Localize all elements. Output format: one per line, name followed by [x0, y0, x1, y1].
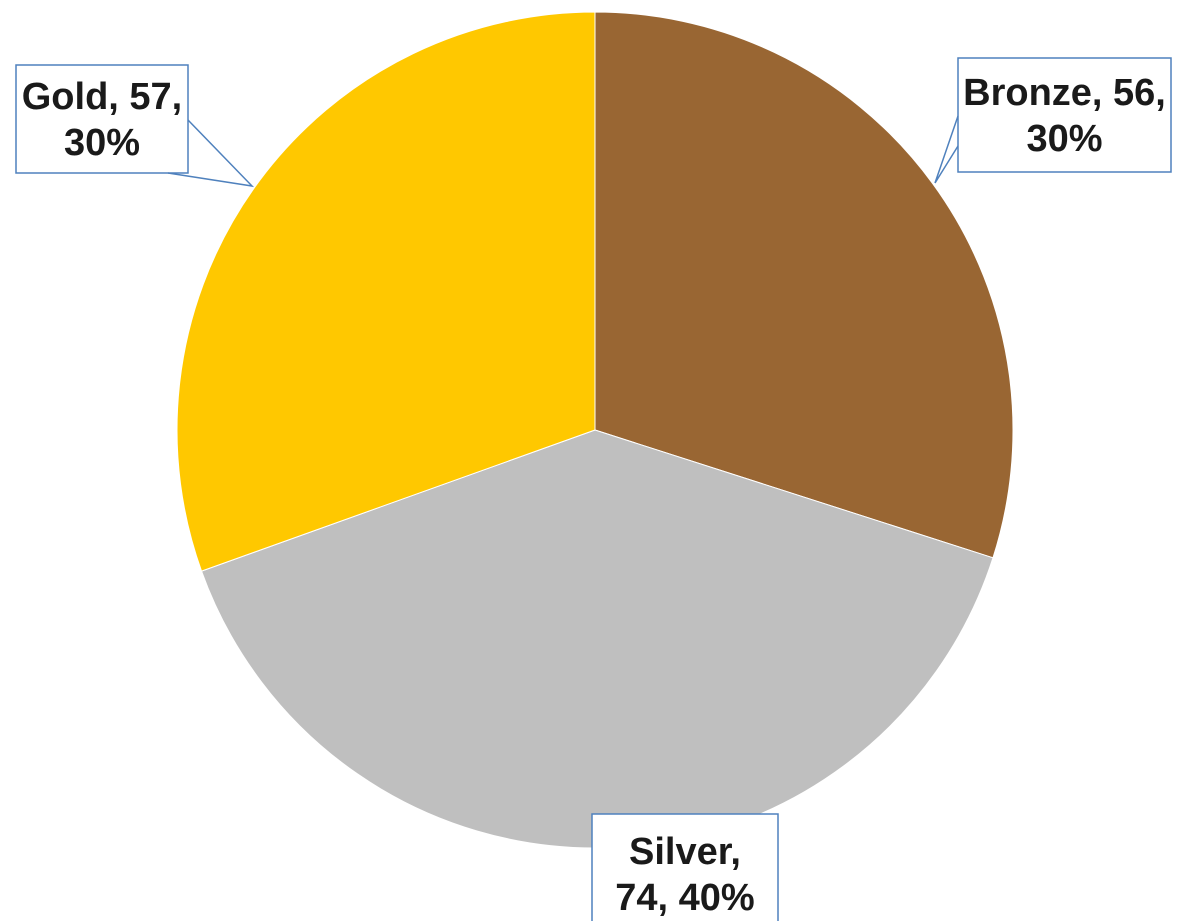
pie-slice-gold — [176, 11, 596, 572]
data-label-box — [15, 64, 189, 174]
data-label-text: Gold, 57, — [22, 76, 182, 118]
data-label-text: 30% — [1026, 118, 1102, 160]
data-label-gold: Gold, 57,30% — [15, 64, 255, 188]
data-label-box — [591, 813, 779, 921]
data-label-bronze: Bronze, 56,30% — [934, 57, 1172, 184]
data-label-leader-line — [934, 115, 959, 184]
pie-slices — [176, 11, 1014, 849]
data-label-box — [957, 57, 1172, 173]
data-label-text: Silver, — [629, 831, 741, 873]
data-label-silver: Silver,74, 40% — [591, 813, 779, 921]
data-label-text: Bronze, 56, — [963, 72, 1166, 114]
data-label-callouts: Bronze, 56,30%Silver,74, 40%Gold, 57,30% — [15, 57, 1172, 921]
data-label-text: 30% — [64, 122, 140, 164]
data-label-leader-line — [167, 119, 255, 188]
data-label-text: 74, 40% — [615, 877, 754, 919]
pie-slice-bronze — [594, 11, 1014, 559]
